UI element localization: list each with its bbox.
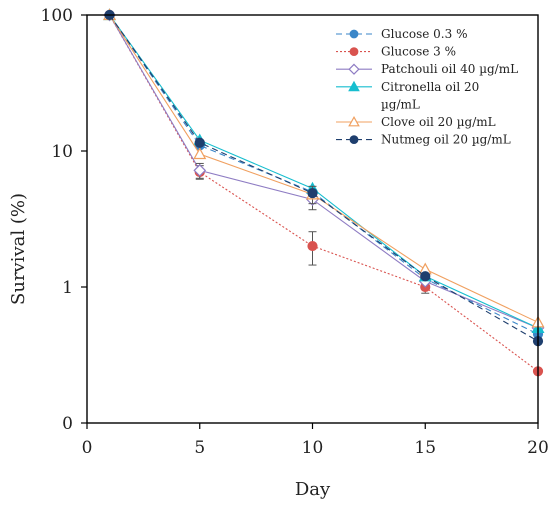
y-tick-label: 1 <box>62 278 73 298</box>
data-point <box>348 63 360 75</box>
x-tick-label: 10 <box>302 438 324 458</box>
data-point <box>420 271 431 282</box>
data-point <box>349 135 359 145</box>
series-line <box>109 14 539 372</box>
x-axis-label: Day <box>295 479 331 500</box>
legend-label: Patchouli oil 40 µg/mL <box>381 62 518 76</box>
data-point <box>193 147 207 160</box>
data-point <box>193 164 207 177</box>
series-3 <box>103 8 545 334</box>
legend-label: µg/mL <box>381 97 420 111</box>
plot-frame <box>86 14 539 424</box>
y-axis-ticks: 0 1 10 100 <box>41 6 87 434</box>
series-line <box>109 14 539 323</box>
series-5 <box>104 9 544 347</box>
legend-label: Nutmeg oil 20 µg/mL <box>381 133 511 147</box>
legend-label: Glucose 3 % <box>381 45 456 59</box>
data-point <box>307 188 318 199</box>
legend-label: Citronella oil 20 <box>381 80 479 94</box>
y-tick-label: 10 <box>51 142 73 162</box>
series-line <box>109 14 539 342</box>
x-tick-label: 15 <box>414 438 436 458</box>
data-point <box>348 115 360 127</box>
series-0 <box>104 9 544 340</box>
y-tick-label: 100 <box>41 6 73 26</box>
x-tick-label: 0 <box>82 438 93 458</box>
x-tick-label: 20 <box>527 438 549 458</box>
legend-label: Glucose 0.3 % <box>381 27 467 41</box>
y-axis-label: Survival (%) <box>8 193 29 305</box>
x-axis-ticks: 0 5 10 15 20 <box>82 423 549 458</box>
series-4 <box>103 8 545 328</box>
plot-marks <box>103 8 545 377</box>
data-point <box>194 137 205 148</box>
series-2 <box>103 8 545 335</box>
data-point <box>349 47 359 56</box>
data-point <box>348 80 360 92</box>
y-tick-label: 0 <box>62 414 73 434</box>
legend-label: Clove oil 20 µg/mL <box>381 115 496 129</box>
legend: Glucose 0.3 % Glucose 3 % Patchouli oil 40… <box>336 27 518 147</box>
x-tick-label: 5 <box>194 438 205 458</box>
data-point <box>307 240 318 252</box>
data-point <box>349 29 359 39</box>
